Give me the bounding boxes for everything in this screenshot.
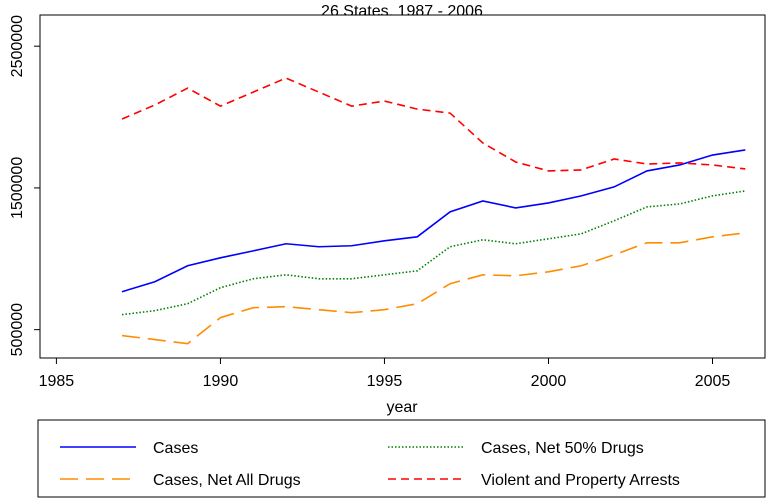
x-tick-label: 1990 (203, 373, 239, 390)
y-tick-label: 1500000 (9, 157, 26, 219)
legend-label: Violent and Property Arrests (481, 472, 680, 489)
legend-label: Cases, Net 50% Drugs (481, 440, 644, 457)
x-tick-label: 1995 (367, 373, 403, 390)
y-tick-label: 500000 (9, 303, 26, 356)
x-tick-label: 2005 (695, 373, 731, 390)
x-axis-label: year (386, 399, 418, 416)
legend-label: Cases (153, 440, 198, 457)
x-tick-label: 2000 (531, 373, 567, 390)
x-tick-label: 1985 (39, 373, 75, 390)
series-line (121, 77, 746, 172)
legend-box (37, 419, 766, 498)
series-line (121, 149, 746, 293)
y-tick-label: 2500000 (9, 15, 26, 77)
series-line (121, 190, 746, 316)
series-line (121, 232, 746, 345)
plot-area (39, 14, 766, 359)
legend-label: Cases, Net All Drugs (153, 472, 301, 489)
